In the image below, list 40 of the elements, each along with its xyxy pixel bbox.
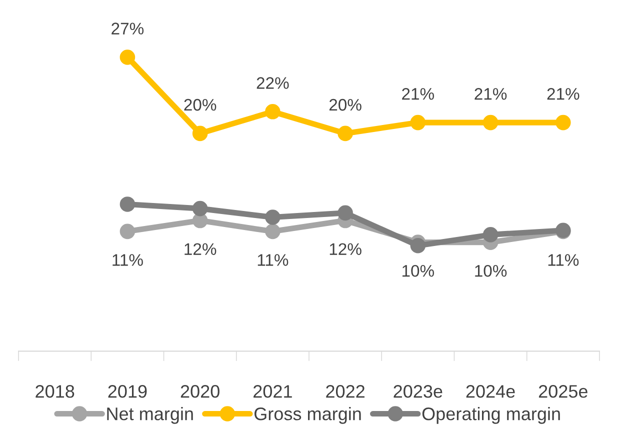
point bbox=[265, 224, 280, 240]
legend-label: Operating margin bbox=[422, 407, 560, 424]
data-label: 12% bbox=[184, 243, 216, 255]
x-tick-label: 2022 bbox=[326, 385, 364, 398]
point bbox=[120, 50, 136, 65]
data-label: 21% bbox=[402, 88, 434, 100]
point bbox=[482, 227, 498, 242]
data-label: 10% bbox=[475, 264, 507, 277]
data-label: 11% bbox=[258, 254, 288, 266]
data-label: 11% bbox=[548, 254, 579, 266]
x-tick-label: 2025e bbox=[538, 385, 588, 398]
x-tick-label: 2018 bbox=[36, 385, 74, 398]
point bbox=[265, 104, 280, 120]
point bbox=[410, 114, 426, 130]
data-label: 10% bbox=[402, 264, 434, 277]
legend-label: Net margin bbox=[107, 407, 193, 424]
data-label: 27% bbox=[112, 22, 144, 34]
data-label: 21% bbox=[547, 88, 580, 100]
point bbox=[338, 205, 353, 221]
point bbox=[192, 126, 208, 142]
point bbox=[556, 114, 571, 130]
data-label: 11% bbox=[112, 254, 143, 266]
data-label: 20% bbox=[184, 98, 216, 111]
data-label: 22% bbox=[256, 77, 289, 89]
x-tick-label: 2021 bbox=[254, 385, 292, 398]
point bbox=[192, 200, 208, 216]
x-tick-label: 2023e bbox=[394, 385, 442, 398]
point bbox=[410, 238, 426, 254]
point bbox=[482, 114, 498, 130]
x-tick-label: 2019 bbox=[108, 385, 147, 398]
x-tick-label: 2024e bbox=[466, 385, 515, 398]
legend-label: Gross margin bbox=[254, 407, 361, 424]
point bbox=[265, 210, 280, 225]
x-tick-label: 2020 bbox=[180, 385, 220, 398]
data-label: 20% bbox=[329, 98, 362, 111]
point bbox=[120, 224, 136, 240]
data-label: 12% bbox=[330, 243, 362, 255]
point bbox=[338, 126, 353, 142]
data-label: 21% bbox=[474, 88, 507, 100]
point bbox=[120, 196, 136, 212]
